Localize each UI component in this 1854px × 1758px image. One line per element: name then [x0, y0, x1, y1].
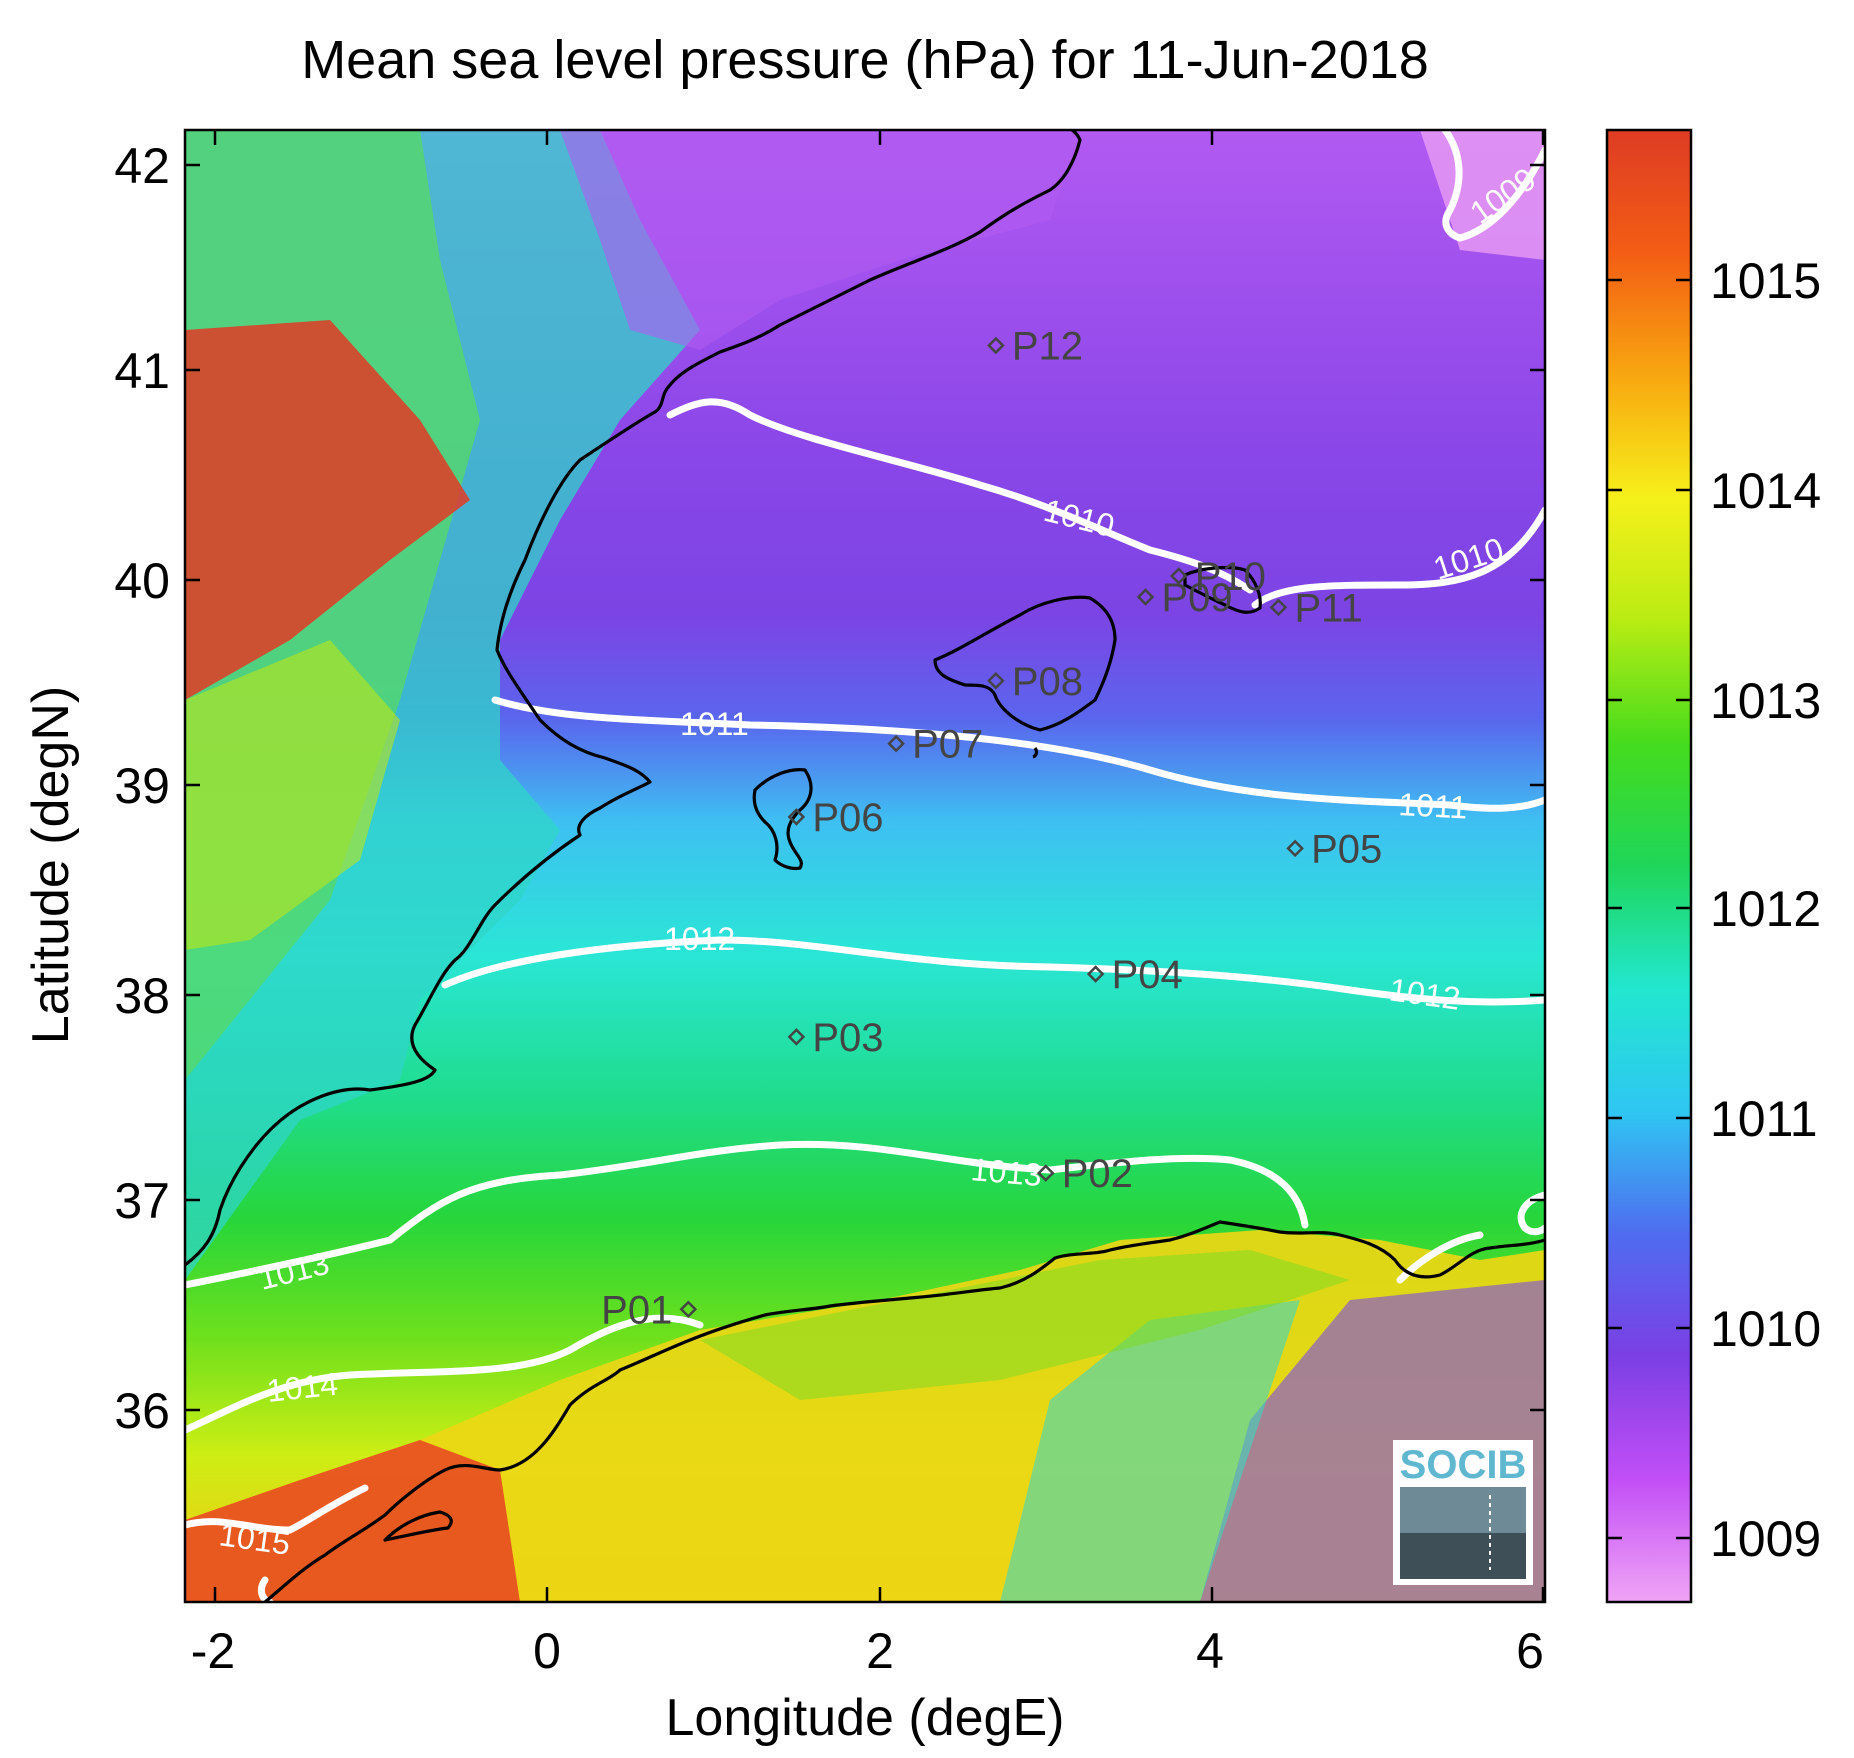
y-axis-label: Latitude (degN): [22, 686, 80, 1044]
ibiza-coastline: [752, 768, 813, 871]
isobar-1011: [491, 696, 1545, 812]
contour-label-1012-west: 1012: [664, 921, 735, 957]
colorbar-tick-label: 1015: [1710, 253, 1821, 309]
contour-label-1011-west: 1011: [680, 706, 749, 742]
africa-west-high: [185, 1440, 520, 1602]
colorbar-tick-label: 1011: [1710, 1091, 1818, 1147]
station-marker: [1136, 588, 1155, 606]
contour-label-1013-east: 1013: [969, 1151, 1043, 1193]
mallorca-coastline: [933, 595, 1117, 732]
colorbar: 1015 1014 1013 1012 1011 1010 1009: [1605, 128, 1821, 1604]
ne-corner-pink: [1420, 130, 1545, 260]
africa-east-mid: [1000, 1300, 1300, 1602]
y-tick-label: 39: [114, 758, 170, 814]
chart-title: Mean sea level pressure (hPa) for 11-Jun…: [301, 30, 1429, 90]
x-tick-label: -2: [191, 1623, 235, 1679]
station-marker: [987, 336, 1005, 355]
y-tick-label: 41: [114, 343, 170, 399]
coastlines: [185, 130, 1545, 1602]
isobar-1010-east: [1251, 506, 1545, 609]
y-tick-label: 38: [114, 968, 170, 1024]
isobar-1013-east: [1396, 1231, 1484, 1284]
isobar-contours: [185, 130, 1545, 1602]
x-tick-label: 0: [533, 1623, 561, 1679]
isobar-1012: [441, 936, 1545, 1006]
contour-label-1011-east: 1011: [1398, 786, 1469, 826]
isobar-1015: [185, 1484, 369, 1534]
iberia-coastline: [185, 130, 1082, 1267]
colorbar-tick-label: 1014: [1710, 463, 1821, 519]
station-label: P02: [1062, 1152, 1133, 1196]
colorbar-bar: [1605, 128, 1693, 1604]
menorca-coastline: [1183, 565, 1262, 614]
station-marker: [1036, 1164, 1055, 1182]
station-label: P01: [601, 1288, 672, 1332]
y-tick-label: 40: [114, 553, 170, 609]
station-marker: [1169, 567, 1188, 585]
isobar-1010-west: [666, 398, 1254, 594]
station-marker: [1286, 839, 1304, 858]
station-label: P10: [1195, 555, 1266, 599]
plot-frame: [183, 128, 1547, 1604]
contour-label-1014: 1014: [265, 1366, 340, 1409]
x-axis: -2 0 2 4 6 Longitude (degE): [191, 130, 1545, 1747]
alboran-island: [383, 1510, 453, 1542]
y-tick-label: 42: [114, 138, 170, 194]
x-tick-label: 6: [1516, 1623, 1544, 1679]
colorbar-tick-label: 1013: [1710, 673, 1821, 729]
isobar-1013-main: [185, 1140, 1309, 1289]
station-label: P09: [1162, 576, 1233, 620]
station-marker: [987, 671, 1005, 690]
station-label: P11: [1295, 586, 1363, 630]
socib-logo: SOCIB: [1393, 1440, 1533, 1585]
x-tick-marks: [213, 130, 1545, 1602]
station-marker: [679, 1300, 698, 1319]
logo-text: SOCIB: [1400, 1443, 1527, 1487]
colorbar-tick-marks: [1607, 278, 1691, 1540]
station-marker: [787, 808, 806, 826]
station-label: P05: [1311, 827, 1382, 871]
isobar-1013-edge: [1517, 1191, 1545, 1236]
iberia-peak-high: [185, 320, 470, 700]
station-marker: [787, 1028, 806, 1046]
y-tick-marks: [185, 163, 1545, 1412]
x-tick-label: 2: [866, 1623, 894, 1679]
north-purple-land: [560, 130, 1080, 350]
station-label: P06: [812, 796, 883, 840]
isobar-1014: [185, 1314, 704, 1434]
map-area: 1009 1010 1010 1011 1011 1012 1012 1013 …: [185, 130, 1545, 1602]
y-tick-label: 37: [114, 1173, 170, 1229]
station-label: P07: [912, 723, 983, 767]
colorbar-tick-label: 1009: [1710, 1511, 1821, 1567]
station-label: P12: [1012, 325, 1083, 369]
isobar-1009: [1441, 130, 1545, 242]
logo-image-shade: [1400, 1533, 1526, 1579]
cabrera-island: [1032, 747, 1039, 759]
colorbar-tick-label: 1010: [1710, 1301, 1821, 1357]
station-label: P08: [1012, 660, 1083, 704]
africa-coastline: [264, 1220, 1545, 1602]
station-marker: [887, 734, 905, 753]
y-tick-label: 36: [114, 1383, 170, 1439]
colorbar-tick-label: 1012: [1710, 881, 1821, 937]
y-axis: 42 41 40 39 38 37 36 Latitude (degN): [22, 138, 1545, 1439]
station-marker: [1086, 965, 1105, 983]
x-tick-label: 4: [1196, 1623, 1224, 1679]
station-label: P04: [1112, 953, 1183, 997]
station-label: P03: [812, 1016, 883, 1060]
x-axis-label: Longitude (degE): [666, 1689, 1065, 1747]
station-marker: [1269, 598, 1288, 617]
iberia-mid-band: [185, 640, 400, 950]
africa-coast-green: [700, 1250, 1350, 1400]
